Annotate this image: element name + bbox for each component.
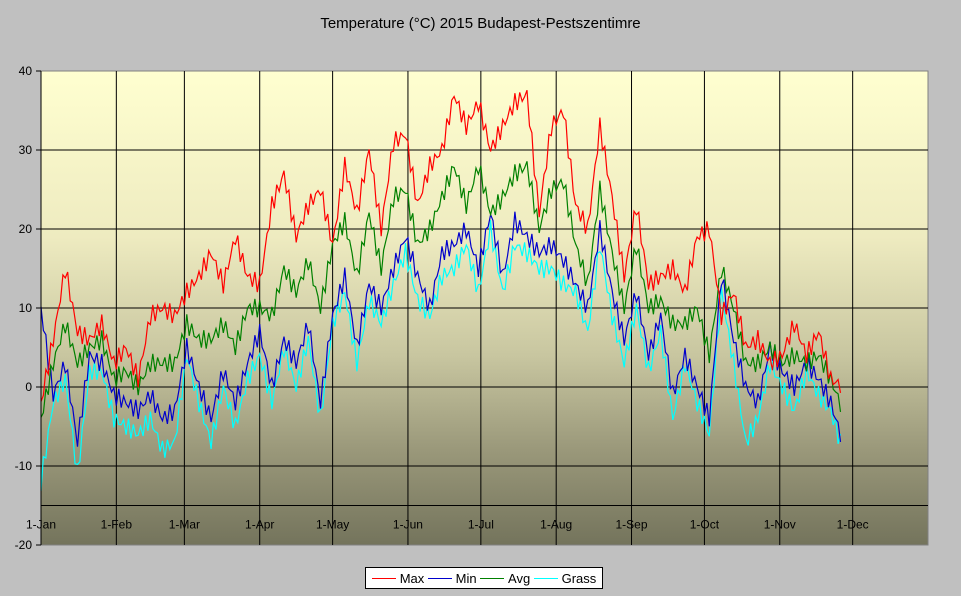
ytick-label: 0 — [25, 380, 32, 394]
legend-label: Max — [399, 570, 425, 586]
legend-label: Avg — [508, 570, 531, 586]
ytick-label: 30 — [19, 143, 33, 157]
chart-title: Temperature (°C) 2015 Budapest-Pestszent… — [320, 15, 641, 32]
series-line-avg — [40, 161, 842, 418]
legend-label: Min — [455, 570, 477, 586]
legend-item-max: Max — [371, 570, 425, 586]
xtick-label: 1-Oct — [690, 518, 720, 532]
legend-swatch — [371, 577, 396, 579]
legend-swatch — [480, 577, 505, 579]
xtick-label: 1-Mar — [169, 518, 200, 532]
axis-layer: 40 30 20 10 0 -10 -20 1-Jan 1-Feb 1-Mar 1-Apr 1-May… — [15, 64, 869, 552]
xtick-label: 1-Jan — [26, 518, 56, 532]
ytick-label: 20 — [19, 222, 33, 236]
grid-layer — [41, 71, 928, 545]
legend-item-min: Min — [427, 570, 477, 586]
xtick-label: 1-Dec — [837, 518, 869, 532]
legend: Max Min Avg Grass — [365, 567, 603, 589]
series-line-min — [40, 211, 842, 447]
legend-label: Grass — [561, 570, 597, 586]
xtick-label: 1-Aug — [540, 518, 572, 532]
ytick-label: -20 — [15, 538, 33, 552]
series-layer — [40, 89, 842, 491]
series-line-grass — [40, 219, 842, 491]
xtick-label: 1-Sep — [616, 518, 648, 532]
xtick-label: 1-Nov — [764, 518, 796, 532]
ytick-label: -10 — [15, 459, 33, 473]
ytick-label: 40 — [19, 64, 33, 78]
ytick-label: 10 — [19, 301, 33, 315]
xtick-label: 1-Jul — [468, 518, 494, 532]
xtick-label: 1-Feb — [101, 518, 133, 532]
xtick-label: 1-May — [316, 518, 349, 532]
legend-item-avg: Avg — [480, 571, 530, 586]
legend-swatch — [533, 577, 558, 579]
legend-item-grass: Grass — [533, 570, 597, 586]
series-line-max — [40, 89, 842, 402]
legend-swatch — [427, 577, 452, 579]
xtick-label: 1-Apr — [245, 518, 274, 532]
xtick-label: 1-Jun — [393, 518, 423, 532]
